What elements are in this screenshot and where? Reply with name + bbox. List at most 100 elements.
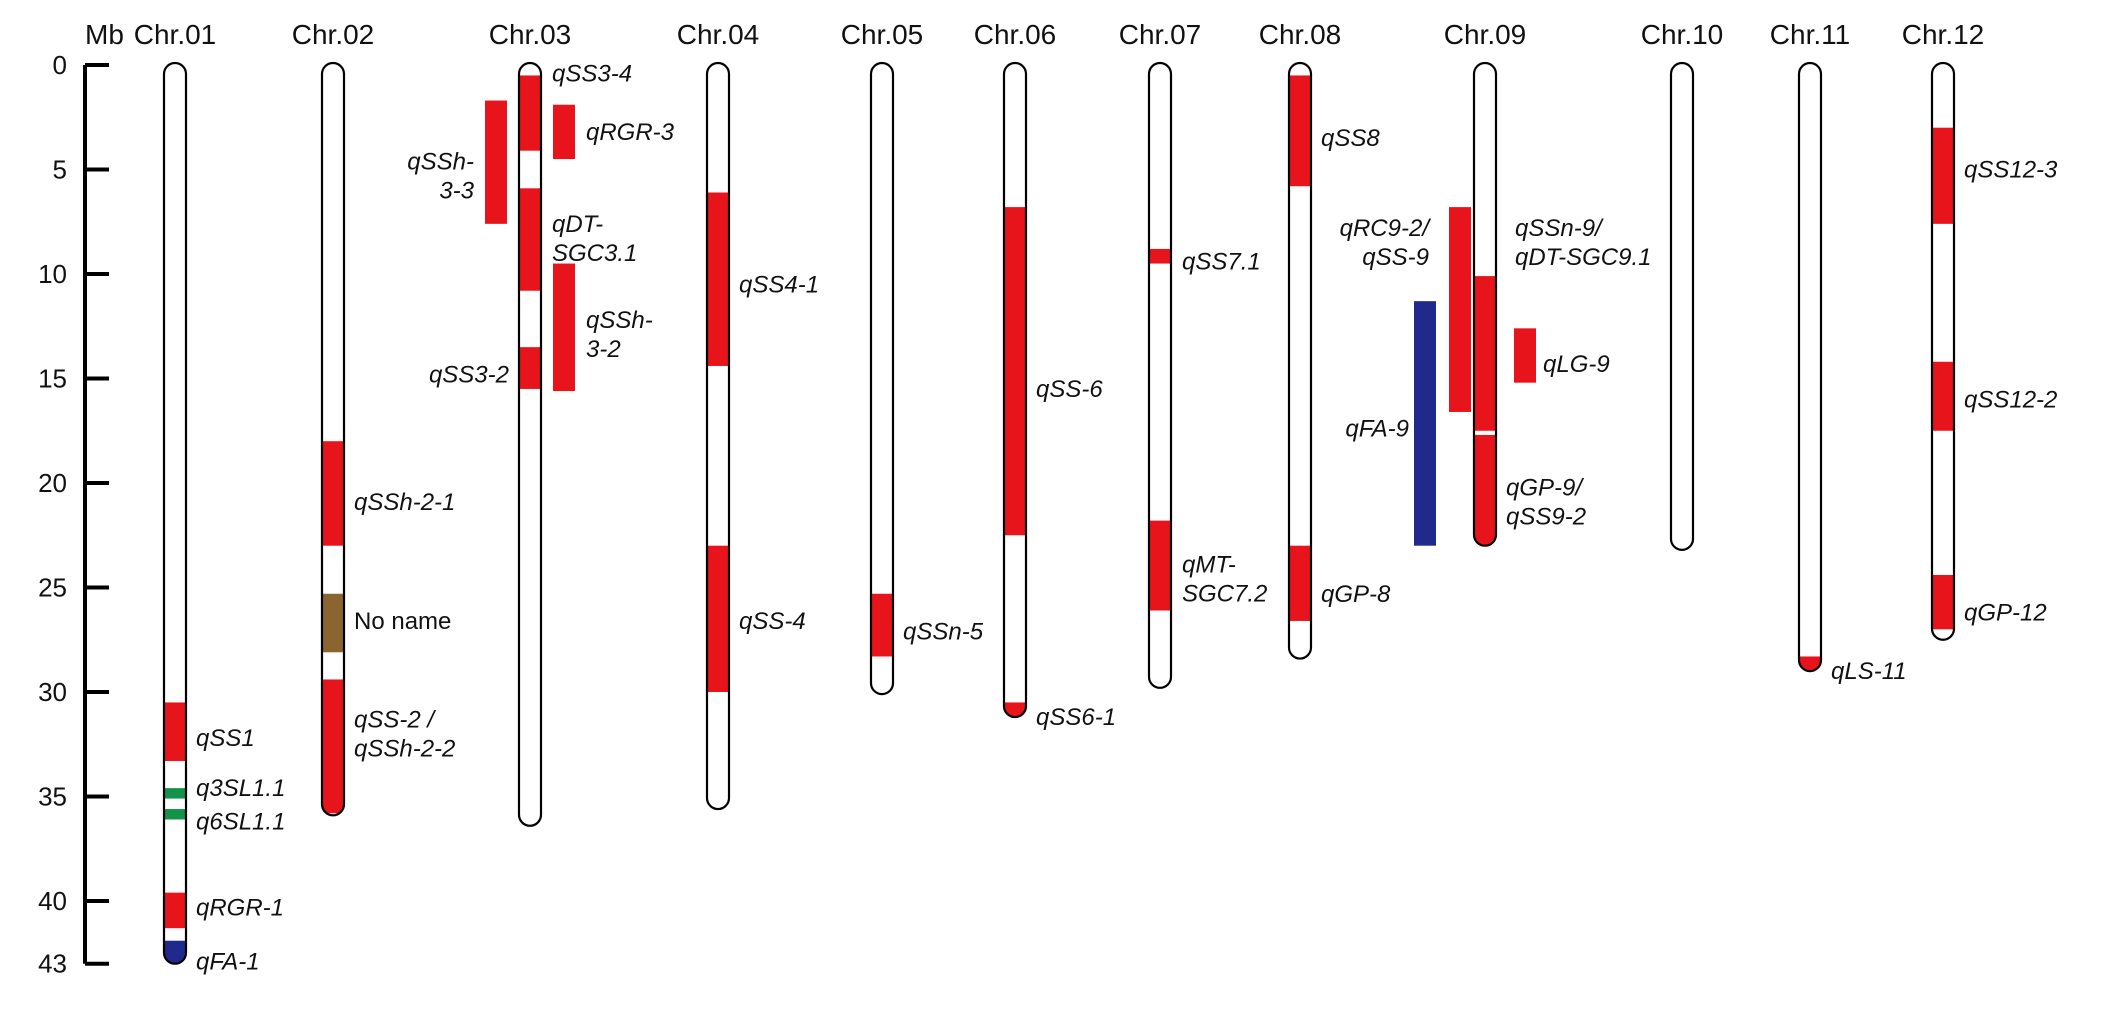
qtl-band xyxy=(164,892,186,929)
chromosome-outline xyxy=(705,61,731,811)
chromosome-body xyxy=(1671,63,1693,550)
chromosome-title: Chr.10 xyxy=(1641,19,1724,50)
qtl-band xyxy=(871,593,893,657)
chromosome-chr03: Chr.03 xyxy=(485,19,575,827)
axis-tick-label: 40 xyxy=(38,886,67,916)
chromosome-title: Chr.09 xyxy=(1444,19,1527,50)
qtl-band xyxy=(1149,248,1171,264)
qtl-band xyxy=(1932,361,1954,431)
chromosome-title: Chr.03 xyxy=(489,19,572,50)
chromosome-chr11: Chr.11 xyxy=(1770,19,1850,673)
axis-tick-label: 43 xyxy=(38,949,67,979)
qtl-band xyxy=(1149,520,1171,611)
chromosome-chr09: Chr.09 xyxy=(1414,19,1536,547)
y-axis: Mb 0 5 10 15 20 25 30 35 40 43 xyxy=(38,19,124,979)
chromosome-outline xyxy=(1797,61,1823,673)
qtl-label: qRGR-3 xyxy=(586,119,675,146)
chromosome-title: Chr.12 xyxy=(1902,19,1985,50)
qtl-label: qRC9-2/qSS-9 xyxy=(1340,215,1432,271)
chromosome-title: Chr.08 xyxy=(1259,19,1342,50)
qtl-label: qSS-4 xyxy=(739,608,806,635)
qtl-label: q3SL1.1 xyxy=(196,775,285,802)
chromosome-outline xyxy=(517,61,543,827)
chromosome-outline xyxy=(869,61,895,696)
qtl-label: qLG-9 xyxy=(1543,351,1610,378)
axis-tick-label: 20 xyxy=(38,468,67,498)
qtl-label: qSS4-1 xyxy=(739,271,819,298)
qtl-band xyxy=(164,702,186,761)
qtl-band xyxy=(1932,127,1954,224)
qtl-side-bar xyxy=(553,104,575,160)
chromosome-chr01: Chr.01 xyxy=(134,19,217,965)
qtl-label: No name xyxy=(354,608,451,635)
qtl-label: qSSh-3-3 xyxy=(407,148,474,204)
qtl-band xyxy=(1004,702,1026,718)
qtl-band xyxy=(519,188,541,291)
qtl-label: qDT-SGC3.1 xyxy=(552,211,637,267)
qtl-band xyxy=(164,788,186,799)
qtl-label: qFA-9 xyxy=(1345,416,1409,443)
qtl-band xyxy=(1004,207,1026,536)
qtl-label: qSS7.1 xyxy=(1182,248,1261,275)
qtl-band xyxy=(1474,276,1496,431)
chromosome-body xyxy=(1289,63,1311,659)
chromosome-body xyxy=(1799,63,1821,672)
chromosome-chr04: Chr.04 xyxy=(677,19,760,811)
chromosome-outline xyxy=(1287,61,1313,660)
qtl-side-bar xyxy=(1514,328,1536,383)
qtl-band xyxy=(164,809,186,820)
qtl-label: qSSn-9/qDT-SGC9.1 xyxy=(1515,215,1652,271)
qtl-band xyxy=(1289,545,1311,621)
axis-tick-label: 10 xyxy=(38,259,67,289)
axis-tick-label: 25 xyxy=(38,573,67,603)
qtl-band xyxy=(1474,434,1496,546)
qtl-label: qSS6-1 xyxy=(1036,704,1116,731)
qtl-label: qSS3-4 xyxy=(552,60,632,87)
qtl-label: qRGR-1 xyxy=(196,894,284,921)
qtl-band xyxy=(707,545,729,692)
qtl-labels: qSS1 q3SL1.1 q6SL1.1 qRGR-1 qFA-1 qSSh-2-1 No … xyxy=(196,60,2058,975)
axis-tick-label: 35 xyxy=(38,782,67,812)
qtl-band xyxy=(519,347,541,389)
chromosome-outline xyxy=(1472,61,1498,547)
qtl-label: qLS-11 xyxy=(1831,658,1907,685)
chromosome-title: Chr.04 xyxy=(677,19,760,50)
chromosome-chr06: Chr.06 xyxy=(974,19,1057,719)
chromosome-chr07: Chr.07 xyxy=(1119,19,1201,689)
chromosome-outline xyxy=(1002,61,1028,719)
chromosome-body xyxy=(707,63,729,810)
qtl-label: qSS8 xyxy=(1321,125,1380,152)
chromosome-body xyxy=(519,63,541,826)
qtl-band xyxy=(519,75,541,151)
qtl-band xyxy=(164,940,186,964)
qtl-label: qSS-2 /qSSh-2-2 xyxy=(354,706,455,762)
qtl-side-bar xyxy=(485,100,507,224)
chromosome-outline xyxy=(320,61,346,817)
qtl-label: qGP-9/qSS9-2 xyxy=(1506,474,1586,530)
qtl-band xyxy=(1932,574,1954,630)
axis-tick-label: 5 xyxy=(53,155,67,185)
chromosome-chr02: Chr.02 xyxy=(292,19,374,817)
chromosome-title: Chr.05 xyxy=(841,19,924,50)
chromosome-title: Chr.11 xyxy=(1770,19,1850,50)
qtl-label: qSS12-2 xyxy=(1964,386,2057,413)
chromosome-title: Chr.01 xyxy=(134,19,217,50)
qtl-side-bar xyxy=(1449,207,1471,412)
qtl-band xyxy=(1289,75,1311,187)
qtl-label: qSS1 xyxy=(196,725,255,752)
qtl-label: qSS-6 xyxy=(1036,376,1103,403)
qtl-label: qSSh-2-1 xyxy=(354,489,455,516)
axis-tick-label: 30 xyxy=(38,677,67,707)
qtl-label: qFA-1 xyxy=(196,949,260,976)
qtl-label: qGP-12 xyxy=(1964,600,2047,627)
qtl-band xyxy=(322,679,344,814)
axis-tick-label: 15 xyxy=(38,364,67,394)
chromosomes: Chr.01 Chr.02 Chr.03 Chr.04 Chr.05 Chr.06 Chr.… xyxy=(134,19,1985,965)
qtl-label: qMT-SGC7.2 xyxy=(1182,552,1267,608)
qtl-label: q6SL1.1 xyxy=(196,809,285,836)
qtl-label: qSSh-3-2 xyxy=(586,307,653,363)
qtl-label: qSS3-2 xyxy=(429,361,509,388)
chromosome-title: Chr.06 xyxy=(974,19,1057,50)
qtl-label: qGP-8 xyxy=(1321,581,1391,608)
